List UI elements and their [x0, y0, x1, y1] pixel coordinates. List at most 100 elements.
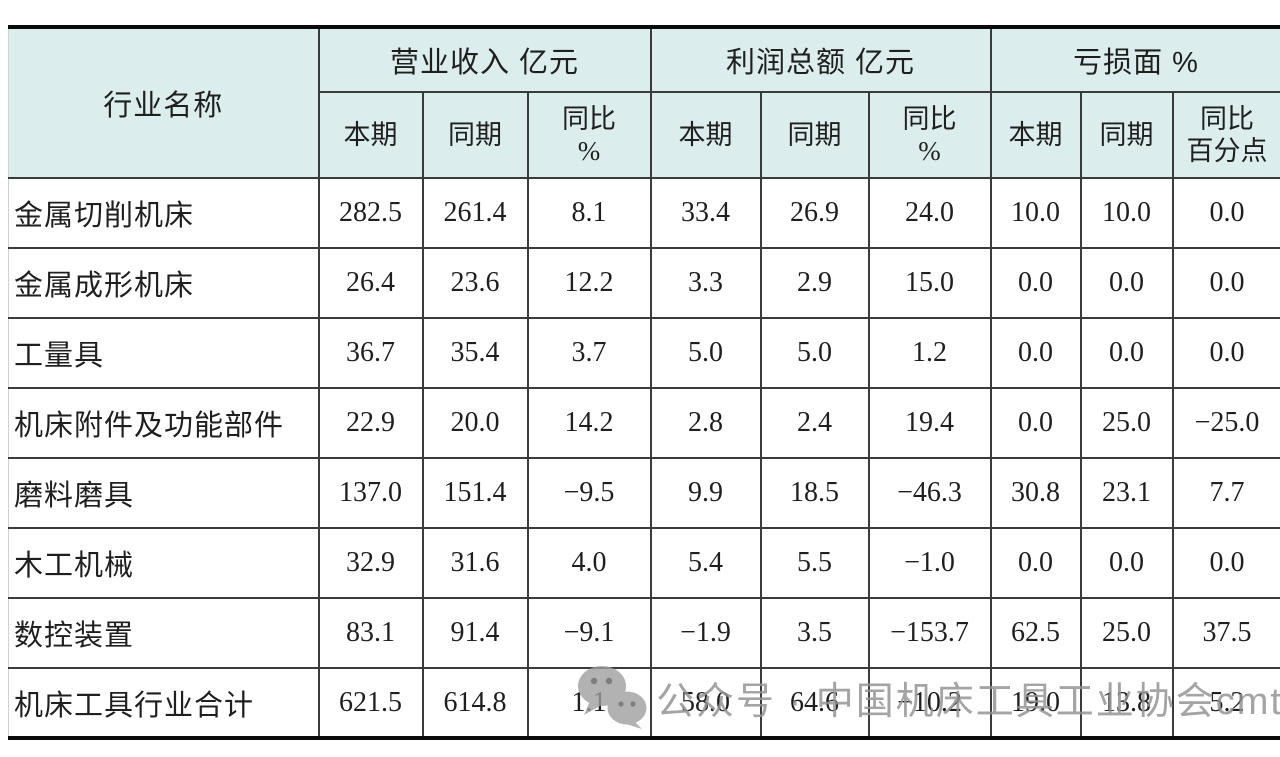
subheader-profit-current: 本期 [649, 91, 762, 179]
cell: 23.6 [421, 247, 529, 319]
col-header-industry-name: 行业名称 [8, 26, 320, 179]
cell: 0.0 [1079, 317, 1174, 389]
cell: 33.4 [649, 177, 762, 249]
group-header-loss-ratio: 亏损面 % [989, 26, 1280, 93]
cell: 0.0 [989, 317, 1082, 389]
group-header-revenue: 营业收入 亿元 [317, 26, 652, 93]
cell: −10.2 [867, 667, 992, 739]
cell: 19.0 [989, 667, 1082, 739]
subheader-loss-yoy-pp: 同比 百分点 [1171, 91, 1280, 179]
subheader-revenue-yoy: 同比 % [526, 91, 652, 179]
cell: 31.6 [421, 527, 529, 599]
table-row: 磨料磨具 137.0 151.4 −9.5 9.9 18.5 −46.3 30.… [8, 457, 1280, 529]
subheader-revenue-current: 本期 [317, 91, 424, 179]
cell: −1.0 [867, 527, 992, 599]
table-row: 工量具 36.7 35.4 3.7 5.0 5.0 1.2 0.0 0.0 0.… [8, 317, 1280, 389]
row-label: 工量具 [8, 317, 320, 389]
cell: 0.0 [989, 387, 1082, 459]
cell: 1.2 [867, 317, 992, 389]
cell: 282.5 [317, 177, 424, 249]
cell: 3.3 [649, 247, 762, 319]
cell: 261.4 [421, 177, 529, 249]
cell: 2.9 [759, 247, 870, 319]
cell: 18.5 [759, 457, 870, 529]
cell: 5.2 [1171, 667, 1280, 739]
cell: 3.7 [526, 317, 652, 389]
cell: 10.0 [989, 177, 1082, 249]
cell: 0.0 [1079, 247, 1174, 319]
row-label: 数控装置 [8, 597, 320, 669]
cell: 2.4 [759, 387, 870, 459]
industry-statistics-table: 行业名称 营业收入 亿元 利润总额 亿元 亏损面 % 本期 同期 同比 % 本期… [8, 25, 1280, 740]
table-row: 机床附件及功能部件 22.9 20.0 14.2 2.8 2.4 19.4 0.… [8, 387, 1280, 459]
cell: 5.0 [649, 317, 762, 389]
cell: 0.0 [1171, 527, 1280, 599]
cell: 14.2 [526, 387, 652, 459]
cell: 12.2 [526, 247, 652, 319]
cell: −1.9 [649, 597, 762, 669]
cell: 19.4 [867, 387, 992, 459]
cell: 2.8 [649, 387, 762, 459]
cell: 62.5 [989, 597, 1082, 669]
cell: 0.0 [1171, 247, 1280, 319]
cell: 0.0 [1171, 317, 1280, 389]
subheader-loss-current: 本期 [989, 91, 1082, 179]
cell: 23.1 [1079, 457, 1174, 529]
cell: 621.5 [317, 667, 424, 739]
cell: −9.1 [526, 597, 652, 669]
cell: 26.9 [759, 177, 870, 249]
cell: 15.0 [867, 247, 992, 319]
table-row: 金属成形机床 26.4 23.6 12.2 3.3 2.9 15.0 0.0 0… [8, 247, 1280, 319]
cell: 614.8 [421, 667, 529, 739]
cell: 5.0 [759, 317, 870, 389]
cell: 5.5 [759, 527, 870, 599]
cell: 0.0 [1171, 177, 1280, 249]
cell: 26.4 [317, 247, 424, 319]
cell: 37.5 [1171, 597, 1280, 669]
cell: −153.7 [867, 597, 992, 669]
cell: 13.8 [1079, 667, 1174, 739]
cell: 0.0 [989, 527, 1082, 599]
cell: 7.7 [1171, 457, 1280, 529]
cell: −25.0 [1171, 387, 1280, 459]
cell: 1.1 [526, 667, 652, 739]
row-label: 机床工具行业合计 [8, 667, 320, 739]
row-label: 金属成形机床 [8, 247, 320, 319]
cell: 0.0 [1079, 527, 1174, 599]
cell: 36.7 [317, 317, 424, 389]
cell: 3.5 [759, 597, 870, 669]
subheader-profit-prior: 同期 [759, 91, 870, 179]
cell: −9.5 [526, 457, 652, 529]
subheader-loss-prior: 同期 [1079, 91, 1174, 179]
cell: 10.0 [1079, 177, 1174, 249]
cell: 5.4 [649, 527, 762, 599]
table-row-total: 机床工具行业合计 621.5 614.8 1.1 58.0 64.6 −10.2… [8, 667, 1280, 739]
cell: 151.4 [421, 457, 529, 529]
cell: 24.0 [867, 177, 992, 249]
table-row: 金属切削机床 282.5 261.4 8.1 33.4 26.9 24.0 10… [8, 177, 1280, 249]
row-label: 磨料磨具 [8, 457, 320, 529]
header-sub-row: 本期 同期 同比 % 本期 同期 同比 % 本期 同期 同比 百分点 [9, 91, 1280, 179]
cell: 8.1 [526, 177, 652, 249]
cell: 25.0 [1079, 597, 1174, 669]
table-row: 数控装置 83.1 91.4 −9.1 −1.9 3.5 −153.7 62.5… [8, 597, 1280, 669]
cell: 9.9 [649, 457, 762, 529]
cell: 83.1 [317, 597, 424, 669]
cell: 91.4 [421, 597, 529, 669]
cell: 30.8 [989, 457, 1082, 529]
header-group-row: 行业名称 营业收入 亿元 利润总额 亿元 亏损面 % [8, 26, 1280, 179]
cell: 25.0 [1079, 387, 1174, 459]
group-header-profit: 利润总额 亿元 [649, 26, 992, 93]
cell: 137.0 [317, 457, 424, 529]
cell: 64.6 [759, 667, 870, 739]
row-label: 机床附件及功能部件 [8, 387, 320, 459]
subheader-profit-yoy: 同比 % [867, 91, 992, 179]
cell: 0.0 [989, 247, 1082, 319]
row-label: 木工机械 [8, 527, 320, 599]
cell: 32.9 [317, 527, 424, 599]
row-label: 金属切削机床 [8, 177, 320, 249]
table-row: 木工机械 32.9 31.6 4.0 5.4 5.5 −1.0 0.0 0.0 … [8, 527, 1280, 599]
cell: 35.4 [421, 317, 529, 389]
cell: −46.3 [867, 457, 992, 529]
cell: 20.0 [421, 387, 529, 459]
